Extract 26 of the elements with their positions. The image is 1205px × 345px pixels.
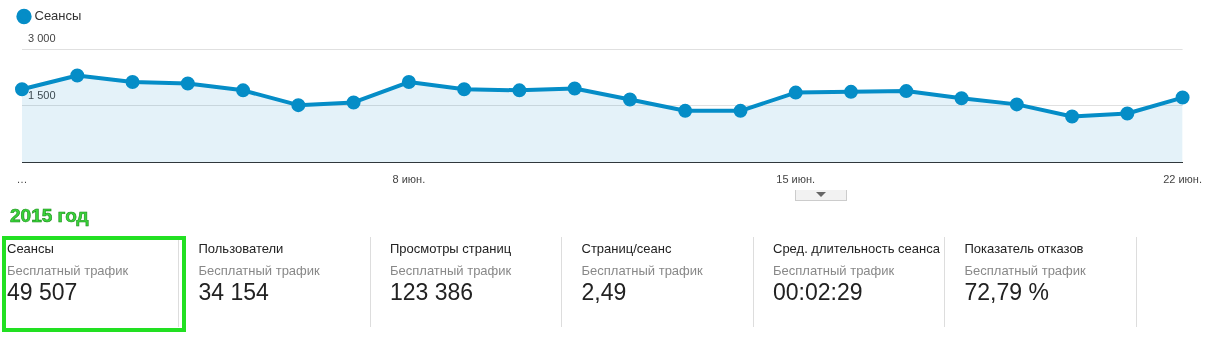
- text: Показатель отказов: [964, 241, 1084, 256]
- text: Бесплатный трафик: [581, 263, 703, 278]
- x-tick-label: 8 июн.: [392, 173, 426, 186]
- text: Бесплатный трафик: [7, 263, 129, 278]
- text: 2015 год: [10, 205, 89, 227]
- y-tick-label: 3 000: [28, 32, 56, 45]
- text: Сеансы: [7, 241, 54, 256]
- text: 123 386: [390, 279, 474, 306]
- text: Бесплатный трафик: [773, 263, 895, 278]
- text: 00:02:29: [773, 279, 863, 306]
- text: Страниц/сеанс: [581, 241, 672, 256]
- x-tick-label: …: [16, 173, 28, 186]
- y-tick-label: 1 500: [28, 88, 56, 101]
- text: Просмотры страниц: [390, 241, 512, 256]
- x-tick-label: 15 июн.: [776, 173, 816, 186]
- text: 49 507: [7, 279, 78, 306]
- text: Бесплатный трафик: [390, 263, 512, 278]
- text: Пользователи: [198, 241, 284, 256]
- x-tick-label: 22 июн.: [1163, 173, 1203, 186]
- text: 2,49: [581, 279, 627, 306]
- legend-label: Сеансы: [34, 8, 82, 24]
- text: Бесплатный трафик: [964, 263, 1086, 278]
- text: Бесплатный трафик: [198, 263, 320, 278]
- text: 72,79 %: [964, 279, 1049, 306]
- text: Сред. длительность сеанса: [773, 241, 940, 256]
- text: 34 154: [198, 279, 269, 306]
